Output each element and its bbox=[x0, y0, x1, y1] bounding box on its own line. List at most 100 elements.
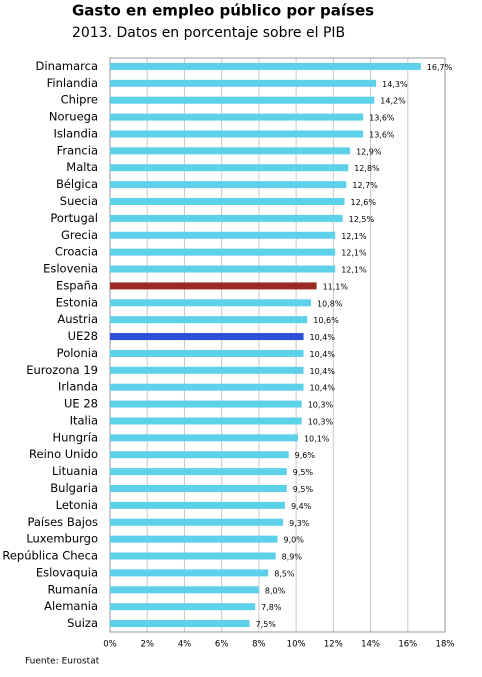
bar bbox=[110, 569, 269, 577]
bar bbox=[110, 214, 343, 222]
value-label: 10,3% bbox=[308, 401, 334, 410]
x-tick-label: 0% bbox=[103, 640, 117, 650]
value-label: 9,0% bbox=[284, 536, 305, 545]
chart-subtitle: 2013. Datos en porcentaje sobre el PIB bbox=[72, 25, 345, 41]
bar bbox=[110, 603, 256, 611]
y-tick-label: Letonia bbox=[56, 498, 98, 512]
value-label: 8,9% bbox=[282, 553, 303, 562]
bar bbox=[110, 400, 302, 408]
y-tick-label: Noruega bbox=[49, 110, 98, 124]
y-tick-label: Islandia bbox=[54, 126, 98, 140]
value-label: 9,4% bbox=[291, 502, 312, 511]
value-label: 9,3% bbox=[289, 519, 310, 528]
bar bbox=[110, 468, 287, 476]
value-label: 14,3% bbox=[382, 80, 408, 89]
plot-frame bbox=[109, 57, 446, 633]
y-tick-label: Francia bbox=[57, 143, 98, 157]
x-tick-label: 6% bbox=[215, 640, 229, 650]
value-label: 9,5% bbox=[293, 468, 314, 477]
bar bbox=[110, 181, 347, 189]
y-tick-label: Suecia bbox=[60, 194, 98, 208]
value-label: 12,5% bbox=[349, 215, 375, 224]
x-tick-label: 2% bbox=[140, 640, 154, 650]
y-tick-label: República Checa bbox=[2, 549, 98, 563]
y-tick-label: Polonia bbox=[57, 346, 98, 360]
y-tick-label: Austria bbox=[57, 312, 98, 326]
value-label: 7,5% bbox=[256, 620, 277, 629]
bar bbox=[110, 620, 250, 628]
value-label: 10,6% bbox=[313, 316, 339, 325]
x-tick-label: 14% bbox=[361, 640, 380, 650]
value-label: 10,1% bbox=[304, 434, 330, 443]
bar bbox=[110, 147, 351, 155]
value-label: 9,6% bbox=[295, 451, 316, 460]
bar bbox=[110, 383, 304, 391]
bar bbox=[110, 434, 298, 442]
x-tick-label: 4% bbox=[178, 640, 192, 650]
y-tick-label: Luxemburgo bbox=[26, 532, 98, 546]
bar bbox=[110, 79, 377, 87]
bar bbox=[110, 231, 336, 239]
value-label: 16,7% bbox=[427, 63, 453, 72]
value-label: 14,2% bbox=[380, 97, 406, 106]
y-tick-label: España bbox=[56, 278, 98, 292]
value-label: 8,5% bbox=[274, 569, 295, 578]
bar bbox=[110, 265, 336, 273]
bar bbox=[110, 518, 284, 526]
value-label: 10,4% bbox=[310, 350, 336, 359]
y-tick-label: Eurozona 19 bbox=[26, 363, 98, 377]
y-tick-label: Lituania bbox=[52, 464, 98, 478]
bar bbox=[110, 130, 364, 138]
y-tick-label: Finlandia bbox=[47, 76, 98, 90]
y-tick-label: Bulgaria bbox=[50, 481, 98, 495]
bar bbox=[110, 248, 336, 256]
y-tick-label: Malta bbox=[66, 160, 98, 174]
value-label: 12,8% bbox=[354, 164, 380, 173]
y-tick-label: Croacia bbox=[55, 245, 98, 259]
bar bbox=[110, 552, 276, 560]
value-label: 7,8% bbox=[261, 603, 282, 612]
y-tick-label: Reino Unido bbox=[29, 447, 98, 461]
bar bbox=[110, 501, 285, 509]
bar bbox=[110, 299, 311, 307]
bar bbox=[110, 282, 317, 290]
value-label: 10,4% bbox=[310, 333, 336, 342]
y-tick-label: Bélgica bbox=[56, 177, 98, 191]
value-label: 9,5% bbox=[293, 485, 314, 494]
y-tick-label: Portugal bbox=[50, 211, 98, 225]
value-label: 12,9% bbox=[356, 147, 382, 156]
y-tick-label: Alemania bbox=[44, 599, 98, 613]
y-tick-label: Suiza bbox=[67, 616, 98, 630]
bar bbox=[110, 485, 287, 492]
value-label: 13,6% bbox=[369, 130, 395, 139]
x-tick-label: 12% bbox=[324, 640, 343, 650]
bar bbox=[110, 164, 349, 172]
value-label: 10,8% bbox=[317, 299, 343, 308]
bar bbox=[110, 96, 375, 104]
x-tick-label: 18% bbox=[436, 640, 455, 650]
y-tick-label: Dinamarca bbox=[36, 59, 98, 73]
y-tick-label: Estonia bbox=[56, 295, 98, 309]
value-label: 10,4% bbox=[310, 367, 336, 376]
y-tick-label: Irlanda bbox=[58, 380, 98, 394]
y-tick-label: Hungría bbox=[53, 430, 99, 444]
y-tick-label: Grecia bbox=[61, 228, 98, 242]
bar bbox=[110, 316, 308, 324]
bar bbox=[110, 451, 289, 459]
value-label: 11,1% bbox=[323, 282, 349, 291]
y-tick-label: Países Bajos bbox=[27, 515, 98, 529]
y-tick-label: Chipre bbox=[61, 93, 98, 107]
bar bbox=[110, 535, 278, 543]
value-label: 10,4% bbox=[310, 384, 336, 393]
bar bbox=[110, 62, 421, 70]
bar bbox=[110, 586, 259, 594]
bar bbox=[110, 349, 304, 357]
source: Fuente: Eurostat bbox=[25, 657, 100, 667]
value-label: 12,1% bbox=[341, 232, 367, 241]
bar bbox=[110, 113, 364, 121]
bar bbox=[110, 366, 304, 374]
value-label: 10,3% bbox=[308, 417, 334, 426]
y-tick-label: Eslovaquia bbox=[36, 565, 98, 579]
